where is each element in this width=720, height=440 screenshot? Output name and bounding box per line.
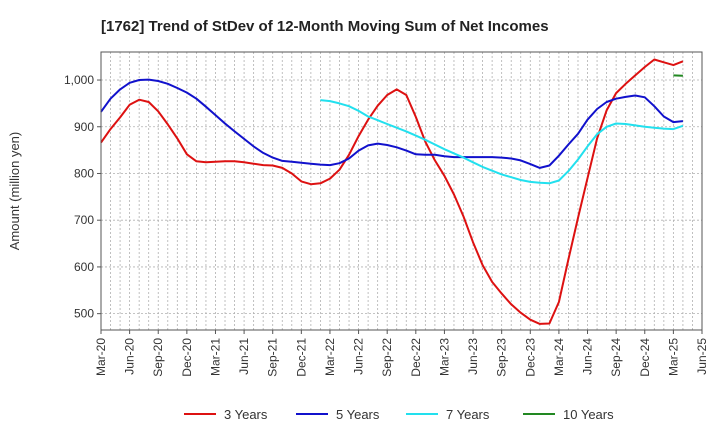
legend-item: 7 Years <box>406 407 490 422</box>
x-tick-label: Jun-25 <box>695 338 709 375</box>
chart-title: [1762] Trend of StDev of 12-Month Moving… <box>101 18 549 35</box>
x-tick-label: Sep-24 <box>609 338 623 377</box>
y-axis-label: Amount (million yen) <box>7 132 22 251</box>
x-tick-label: Mar-24 <box>552 338 566 376</box>
x-tick-label: Jun-20 <box>123 338 137 375</box>
x-tick-label: Mar-20 <box>94 338 108 376</box>
x-tick-label: Dec-23 <box>523 338 537 377</box>
x-tick-label: Sep-22 <box>380 338 394 377</box>
x-tick-label: Sep-20 <box>151 338 165 377</box>
x-tick-label: Mar-22 <box>323 338 337 376</box>
x-tick-label: Jun-23 <box>466 338 480 375</box>
legend-item: 5 Years <box>296 407 380 422</box>
y-tick-label: 800 <box>74 166 94 180</box>
x-tick-label: Jun-21 <box>237 338 251 375</box>
series-line-5-years <box>100 78 684 169</box>
x-tick-label: Mar-23 <box>437 338 451 376</box>
series-line-7-years <box>320 99 684 185</box>
x-tick-label: Jun-22 <box>352 338 366 375</box>
x-tick-label: Mar-25 <box>666 338 680 376</box>
y-tick-label: 900 <box>74 120 94 134</box>
series-line-3-years <box>100 58 684 325</box>
x-tick-label: Dec-20 <box>180 338 194 377</box>
legend-label: 7 Years <box>446 407 490 422</box>
x-tick-label: Dec-24 <box>638 338 652 377</box>
y-tick-label: 500 <box>74 307 94 321</box>
y-tick-label: 600 <box>74 260 94 274</box>
y-tick-label: 1,000 <box>64 73 94 87</box>
grid <box>100 52 703 330</box>
x-tick-label: Jun-24 <box>581 338 595 375</box>
x-tick-label: Mar-21 <box>208 338 222 376</box>
series-lines <box>100 58 684 325</box>
x-axis-ticks: Mar-20 Jun-20 Sep-20 Dec-20 Mar-21 Jun-21 Sep-… <box>94 330 709 377</box>
x-tick-label: Sep-23 <box>495 338 509 377</box>
plot-frame <box>100 51 703 331</box>
x-tick-label: Dec-21 <box>294 338 308 377</box>
legend-label: 10 Years <box>563 407 614 422</box>
x-tick-label: Sep-21 <box>266 338 280 377</box>
x-tick-label: Dec-22 <box>409 338 423 377</box>
legend-item: 3 Years <box>184 407 268 422</box>
y-axis-ticks: 500 600 700 800 900 1,000 <box>64 73 101 321</box>
legend-label: 3 Years <box>224 407 268 422</box>
legend-item: 10 Years <box>523 407 614 422</box>
y-tick-label: 700 <box>74 213 94 227</box>
legend: 3 Years 5 Years 7 Years 10 Years <box>184 407 614 422</box>
legend-label: 5 Years <box>336 407 380 422</box>
